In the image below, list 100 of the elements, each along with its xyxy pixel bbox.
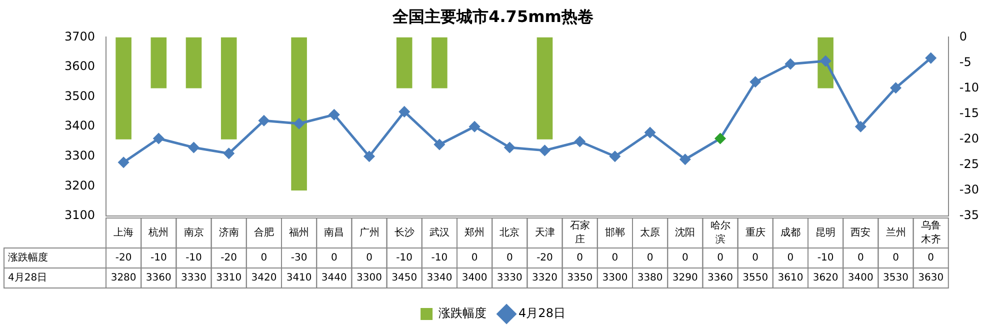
chart-title: 全国主要城市4.75mm热卷 [392,6,594,26]
data-label: 3610 [778,272,804,284]
point [926,52,936,64]
x-tick-label: 济南 [218,226,239,239]
x-tick-label: 邯郸 [604,226,625,239]
y-tick-label: 3200 [64,178,95,192]
x-tick-label: 上海 [114,226,134,239]
y-tick-label: 3500 [64,88,95,103]
x-tick-label: 广州 [359,226,380,239]
data-label: 0 [857,252,864,264]
x-tick-label: 郑州 [464,226,485,239]
data-label: 3530 [883,272,908,284]
data-label: 3350 [567,272,593,284]
point [224,148,234,159]
data-label: 3630 [918,272,944,284]
data-label: 3320 [532,272,558,284]
data-label: 3290 [672,272,698,284]
point [153,133,164,144]
data-label: 0 [892,252,899,264]
x-tick-label: 天津 [534,226,555,239]
data-label: 0 [787,252,794,264]
data-label: 0 [330,252,338,264]
x-tick-label: 太原 [640,226,660,239]
data-label: 0 [612,252,618,264]
data-label: 0 [471,252,478,264]
y-tick-label: 3300 [64,148,95,163]
y2-tick-label: -10 [959,80,980,94]
x-tick-label: 哈尔滨 [710,220,730,246]
data-label: 3400 [848,272,874,284]
point [504,142,515,153]
x-tick-label: 合肥 [254,226,274,239]
point [820,56,831,66]
data-label: -20 [115,252,132,264]
data-label: -20 [536,252,553,264]
data-label: 3280 [110,272,136,284]
text: 涨跌幅度 [8,252,48,264]
x-tick-label: 兰州 [886,226,906,239]
y-tick-label: 3700 [64,29,95,44]
data-label: 3380 [637,272,663,284]
data-label: 3620 [812,272,838,284]
data-label: 3420 [251,272,277,284]
data-label: -10 [150,252,167,264]
data-label: 3340 [426,272,452,284]
x-tick-label: 南京 [184,226,204,239]
point [644,127,656,138]
data-label: -10 [396,252,413,264]
data-label: 3440 [321,272,347,284]
x-tick-label: 重庆 [745,226,766,239]
data-label: -10 [817,252,834,264]
y2-tick-label: -20 [959,131,980,146]
y-tick-label: 3400 [64,118,95,133]
point [294,118,304,129]
point [610,151,620,162]
y2-tick-label: -30 [959,182,980,197]
point [188,142,199,153]
data-label: 0 [576,252,584,264]
data-label: 3360 [708,272,733,284]
point [680,154,690,165]
point [364,151,374,162]
x-tick-label: 石家庄 [570,220,590,246]
point [540,145,550,156]
point [399,106,410,117]
x-tick-label: 长沙 [394,226,414,239]
x-tick-label: 昆明 [816,228,836,239]
y2-tick-label: -35 [959,208,980,222]
y2-tick-label: 0 [959,29,968,44]
data-label: 3300 [356,272,382,284]
x-tick-label: 杭州 [148,226,169,239]
data-label: 3450 [392,272,418,284]
x-tick-label: 武汉 [429,226,450,239]
x-tick-label: 西安 [850,226,871,239]
point [469,121,480,132]
point [328,109,340,120]
data-label: 0 [260,252,268,264]
data-label: 0 [682,252,688,264]
data-label: 3300 [602,272,628,284]
y2-tick-label: -25 [959,157,980,172]
point [855,121,866,132]
point [750,76,761,88]
x-tick-label: 沈阳 [675,226,696,239]
point [258,115,270,126]
x-tick-label: 南昌 [324,226,344,239]
text: 4月28日 [8,272,48,284]
x-tick-label: 北京 [500,226,520,239]
data-label: -30 [290,252,308,264]
data-label: 3360 [146,272,172,284]
legend-label: 涨跌幅度 [438,306,487,320]
data-label: 0 [928,252,934,264]
data-label: -10 [431,252,448,264]
data-label: 0 [646,252,654,264]
point [785,58,796,70]
data-label: 3330 [496,272,522,284]
point [118,157,129,168]
x-tick-label: 福州 [289,226,310,239]
point [574,136,586,147]
data-label: 3550 [742,272,768,284]
point [715,133,726,144]
data-label: 3310 [216,272,242,284]
data-label: 0 [752,252,759,264]
y-tick-label: 3600 [64,59,95,74]
